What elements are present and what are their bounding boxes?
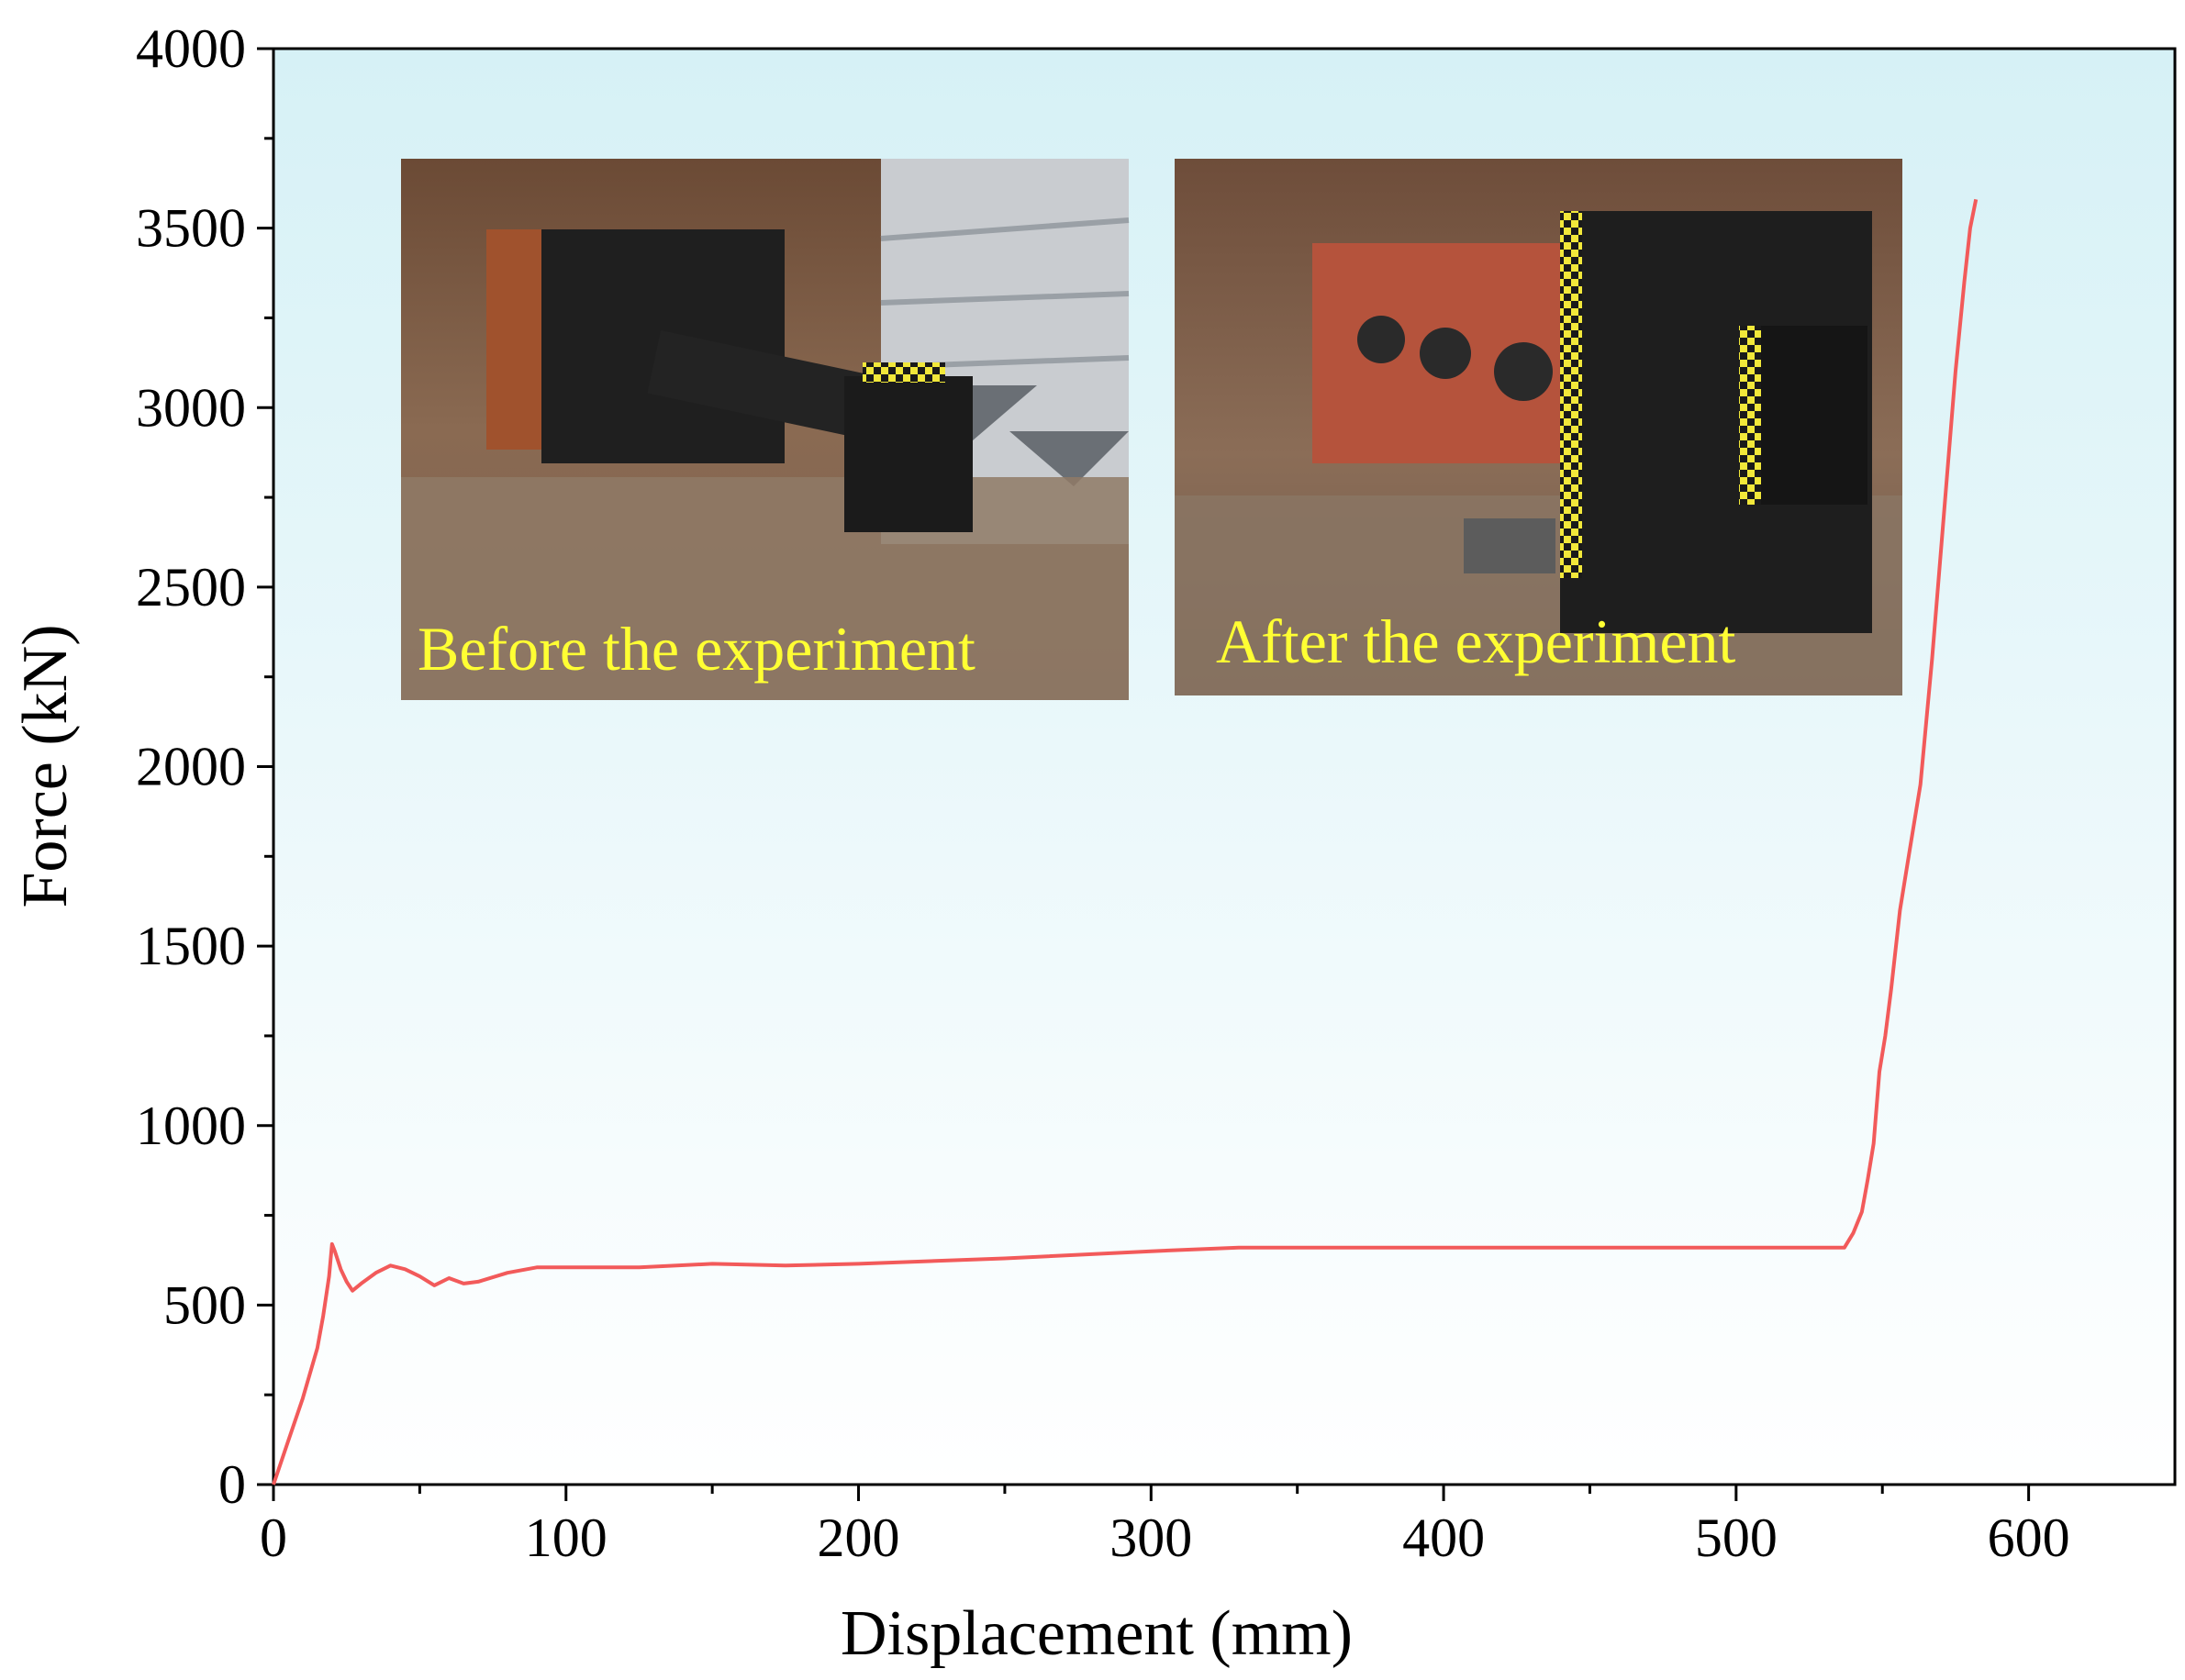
inset-photo-before: Before the experiment: [401, 159, 1130, 700]
axis-ticks: [257, 47, 2031, 1501]
inset-caption-before: Before the experiment: [418, 614, 975, 684]
x-tick-label-4: 400: [1402, 1508, 1485, 1568]
x-tick-label-1: 100: [525, 1508, 608, 1568]
y-tick-label-0: 0: [218, 1454, 246, 1515]
y-tick-label-4: 2000: [136, 737, 246, 797]
y-tick-label-7: 3500: [136, 198, 246, 259]
inset-photo-after: After the experiment: [1175, 159, 1902, 695]
x-axis-label: Displacement (mm): [841, 1598, 1353, 1669]
inset-caption-after: After the experiment: [1216, 606, 1736, 676]
y-tick-label-5: 2500: [136, 557, 246, 617]
x-tick-label-6: 600: [1988, 1508, 2070, 1568]
x-tick-label-5: 500: [1695, 1508, 1778, 1568]
x-tick-label-0: 0: [260, 1508, 287, 1568]
x-tick-label-2: 200: [818, 1508, 900, 1568]
y-tick-label-8: 4000: [136, 18, 246, 79]
y-tick-labels: 0 500 1000 1500 2000 2500 3000 3500 4000: [136, 18, 246, 1515]
y-tick-label-3: 1500: [136, 916, 246, 976]
x-tick-label-3: 300: [1109, 1508, 1192, 1568]
y-axis-label: Force (kN): [10, 624, 81, 907]
y-tick-label-1: 500: [163, 1274, 246, 1335]
y-tick-label-2: 1000: [136, 1096, 246, 1156]
x-tick-labels: 0 100 200 300 400 500 600: [260, 1508, 2070, 1568]
y-tick-label-6: 3000: [136, 377, 246, 438]
force-displacement-curve: [272, 198, 1979, 1485]
